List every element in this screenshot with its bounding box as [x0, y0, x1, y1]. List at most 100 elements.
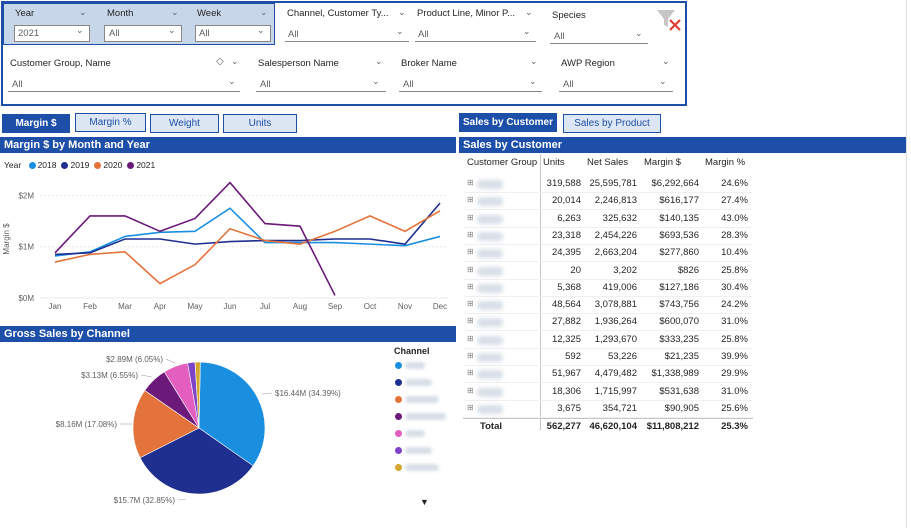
col-units[interactable]: Units — [543, 157, 565, 168]
expand-icon[interactable]: ⊞ — [467, 333, 474, 343]
table-row[interactable]: ⊞ 20 3,202 $826 25.8% — [463, 263, 753, 280]
x-tick-label: Mar — [118, 302, 132, 311]
channel-dropdown[interactable] — [285, 25, 409, 42]
margin-pct-button[interactable]: Margin % — [75, 113, 146, 132]
chevron-down-icon[interactable]: ⌄ — [662, 56, 670, 66]
year-dropdown[interactable] — [14, 25, 90, 42]
x-tick-label: Aug — [293, 302, 307, 311]
month-value: All — [109, 28, 120, 39]
sales-by-customer-button[interactable]: Sales by Customer — [459, 113, 557, 132]
units-button[interactable]: Units — [223, 114, 297, 133]
cell-margin: $693,536 — [659, 229, 699, 241]
month-dropdown[interactable] — [104, 25, 182, 42]
pie-legend-item[interactable] — [394, 375, 454, 392]
salesperson-dropdown[interactable] — [256, 75, 386, 92]
table-row[interactable]: ⊞ 3,675 354,721 $90,905 25.6% — [463, 401, 753, 418]
awp-region-dropdown[interactable] — [559, 75, 673, 92]
table-row[interactable]: ⊞ 592 53,226 $21,235 39.9% — [463, 349, 753, 366]
expand-icon[interactable]: ⊞ — [467, 178, 474, 187]
pie-legend-item[interactable] — [394, 460, 454, 477]
chevron-down-icon[interactable]: ⌄ — [530, 56, 538, 66]
cell-margin: $531,638 — [659, 385, 699, 397]
expand-icon[interactable]: ⊞ — [467, 229, 474, 239]
pie-legend-item[interactable] — [394, 409, 454, 426]
expand-icon[interactable]: ⊞ — [467, 281, 474, 291]
series-line-2020 — [54, 210, 441, 285]
chevron-down-icon: ⌄ — [228, 76, 236, 86]
expand-icon[interactable]: ⊞ — [467, 195, 474, 205]
sales-by-product-button[interactable]: Sales by Product — [563, 114, 661, 133]
expand-icon[interactable]: ⊞ — [467, 368, 474, 378]
chevron-down-icon[interactable]: ⌄ — [375, 56, 383, 66]
col-margin[interactable]: Margin $ — [644, 157, 681, 168]
total-margin: $11,808,212 — [646, 421, 699, 432]
weight-button[interactable]: Weight — [150, 114, 219, 133]
pie-legend-item[interactable] — [394, 392, 454, 409]
col-customer-group[interactable]: Customer Group — [467, 157, 538, 168]
expand-icon[interactable]: ⊞ — [467, 264, 474, 274]
table-row[interactable]: ⊞ 23,318 2,454,226 $693,536 28.3% — [463, 228, 753, 245]
page-edge — [906, 0, 907, 528]
expand-icon[interactable]: ⊞ — [467, 385, 474, 395]
expand-icon[interactable]: ⊞ — [467, 212, 474, 222]
total-net-sales: 46,620,104 — [589, 421, 637, 432]
week-dropdown[interactable] — [195, 25, 271, 42]
cell-net-sales: 3,202 — [613, 264, 637, 276]
chevron-down-icon[interactable]: ⌄ — [260, 7, 268, 17]
cell-units: 51,967 — [551, 368, 581, 380]
pie-slice — [194, 361, 201, 429]
table-row[interactable]: ⊞ 48,564 3,078,881 $743,756 24.2% — [463, 297, 753, 315]
broker-dropdown[interactable] — [399, 75, 542, 92]
pie-legend-item[interactable] — [394, 426, 454, 443]
legend-dot-icon — [61, 162, 69, 169]
table-row[interactable]: ⊞ 51,967 4,479,482 $1,338,989 29.9% — [463, 366, 753, 384]
chevron-down-icon[interactable]: ⌄ — [171, 7, 179, 17]
customer-name-redacted — [477, 353, 503, 362]
species-filter-label: Species — [552, 10, 586, 21]
table-row[interactable]: ⊞ 18,306 1,715,997 $531,638 31.0% — [463, 384, 753, 401]
table-row[interactable]: ⊞ 12,325 1,293,670 $333,235 25.8% — [463, 332, 753, 349]
expand-icon[interactable]: ⊞ — [467, 247, 474, 257]
product-line-dropdown[interactable] — [415, 25, 536, 42]
expand-icon[interactable]: ⊞ — [467, 316, 474, 326]
customer-group-filter-label: Customer Group, Name — [10, 58, 111, 69]
table-row[interactable]: ⊞ 5,368 419,006 $127,186 30.4% — [463, 280, 753, 297]
table-row[interactable]: ⊞ 24,395 2,663,204 $277,860 10.4% — [463, 245, 753, 263]
chevron-down-icon[interactable]: ⌄ — [525, 7, 533, 17]
pie-data-label: $8.16M (17.08%) — [56, 420, 118, 429]
channel-filter-label: Channel, Customer Ty... — [287, 8, 389, 19]
chevron-down-icon[interactable]: ⌄ — [79, 7, 87, 17]
chevron-down-icon: ⌄ — [168, 25, 176, 35]
y-axis-title: Margin $ — [2, 223, 11, 255]
chevron-down-icon[interactable]: ⌄ — [398, 7, 406, 17]
x-tick-label: Apr — [154, 302, 167, 311]
species-dropdown[interactable] — [550, 27, 648, 44]
x-tick-label: May — [187, 302, 202, 311]
table-row[interactable]: ⊞ 27,882 1,936,264 $600,070 31.0% — [463, 314, 753, 332]
scroll-down-icon[interactable]: ▼ — [420, 497, 429, 507]
product-line-value: All — [418, 29, 429, 40]
margin-dollar-button[interactable]: Margin $ — [2, 114, 70, 133]
cell-units: 592 — [565, 351, 581, 362]
y-tick-label: $0M — [18, 294, 34, 303]
clear-filters-icon[interactable] — [655, 8, 683, 32]
pie-legend-item[interactable] — [394, 358, 454, 375]
expand-icon[interactable]: ⊞ — [467, 402, 474, 412]
leader-line — [140, 374, 153, 378]
col-net-sales[interactable]: Net Sales — [587, 157, 629, 168]
chevron-down-icon[interactable]: ⌄ — [231, 56, 239, 66]
eraser-icon[interactable]: ◇ — [216, 56, 224, 67]
table-row[interactable]: ⊞ 6,263 325,632 $140,135 43.0% — [463, 211, 753, 228]
table-row[interactable]: ⊞ 20,014 2,246,813 $616,177 27.4% — [463, 193, 753, 211]
expand-icon[interactable]: ⊞ — [467, 351, 474, 360]
cell-net-sales: 2,663,204 — [594, 247, 637, 259]
line-chart-legend: Year 2018 2019 2020 2021 — [4, 160, 155, 170]
year-filter-label: Year — [15, 8, 35, 19]
col-margin-pct[interactable]: Margin % — [705, 157, 746, 168]
chevron-down-icon: ⌄ — [257, 25, 265, 35]
expand-icon[interactable]: ⊞ — [467, 299, 474, 309]
cell-margin-pct: 24.2% — [721, 299, 748, 311]
customer-group-dropdown[interactable] — [8, 75, 240, 92]
table-row[interactable]: ⊞ 319,588 25,595,781 $6,292,664 24.6% — [463, 176, 753, 193]
pie-legend-item[interactable] — [394, 443, 454, 460]
